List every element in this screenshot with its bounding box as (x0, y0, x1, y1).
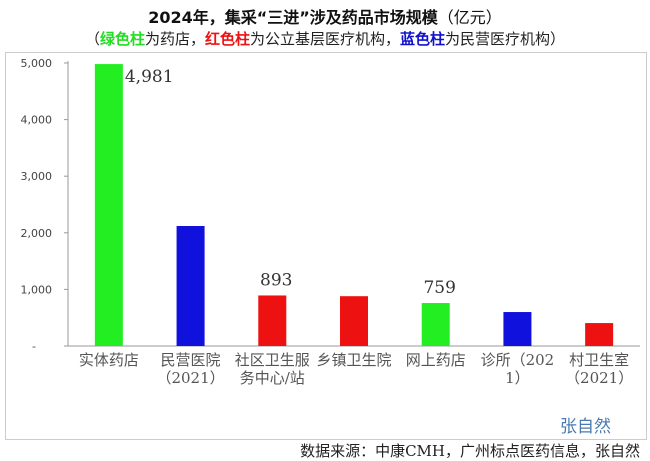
bar (176, 226, 205, 346)
legend-red: 红色柱 (204, 30, 250, 48)
x-tick-label: 网上药店 (405, 351, 466, 369)
bar (421, 303, 450, 346)
data-label: 893 (260, 270, 292, 290)
x-tick-label: 诊所（2021） (480, 351, 555, 387)
source-note: 数据来源：中康CMH，广州标点医药信息，张自然 (300, 442, 640, 460)
title-unit: （亿元） (437, 8, 502, 27)
chart-frame (5, 52, 647, 440)
legend-red-text: 为公立基层医疗机构， (250, 30, 401, 48)
data-label: 759 (423, 278, 455, 298)
subtitle-open: （ (84, 30, 100, 48)
legend-blue: 蓝色柱 (400, 30, 446, 48)
y-tick-label: 3,000 (21, 170, 53, 183)
y-tick-label: 5,000 (21, 57, 53, 70)
bar (585, 323, 614, 346)
bar (94, 64, 123, 346)
data-label: 4,981 (125, 67, 174, 87)
bar (340, 296, 368, 346)
title-main: 2024年，集采“三进”涉及药品市场规模 (148, 8, 438, 27)
y-tick-label: 4,000 (21, 114, 53, 127)
legend-blue-text: 为民营医疗机构） (445, 30, 566, 48)
bar (503, 312, 532, 346)
watermark: 张自然 (560, 417, 611, 437)
chart-title: 2024年，集采“三进”涉及药品市场规模（亿元） (0, 4, 650, 28)
y-tick-label: - (32, 340, 36, 353)
legend-green: 绿色柱 (99, 30, 145, 48)
x-tick-label: 村卫生室（2021） (565, 351, 634, 387)
x-tick-label: 民营医院（2021） (156, 351, 225, 387)
legend-green-text: 为药店， (144, 30, 205, 48)
bar (258, 295, 287, 346)
chart-subtitle: （绿色柱为药店，红色柱为公立基层医疗机构，蓝色柱为民营医疗机构） (0, 28, 650, 49)
y-tick-label: 1,000 (21, 283, 53, 296)
x-tick-label: 社区卫生服务中心/站 (234, 351, 310, 387)
x-tick-label: 乡镇卫生院 (316, 351, 392, 369)
x-tick-label: 实体药店 (78, 351, 139, 369)
y-tick-label: 2,000 (21, 227, 53, 240)
